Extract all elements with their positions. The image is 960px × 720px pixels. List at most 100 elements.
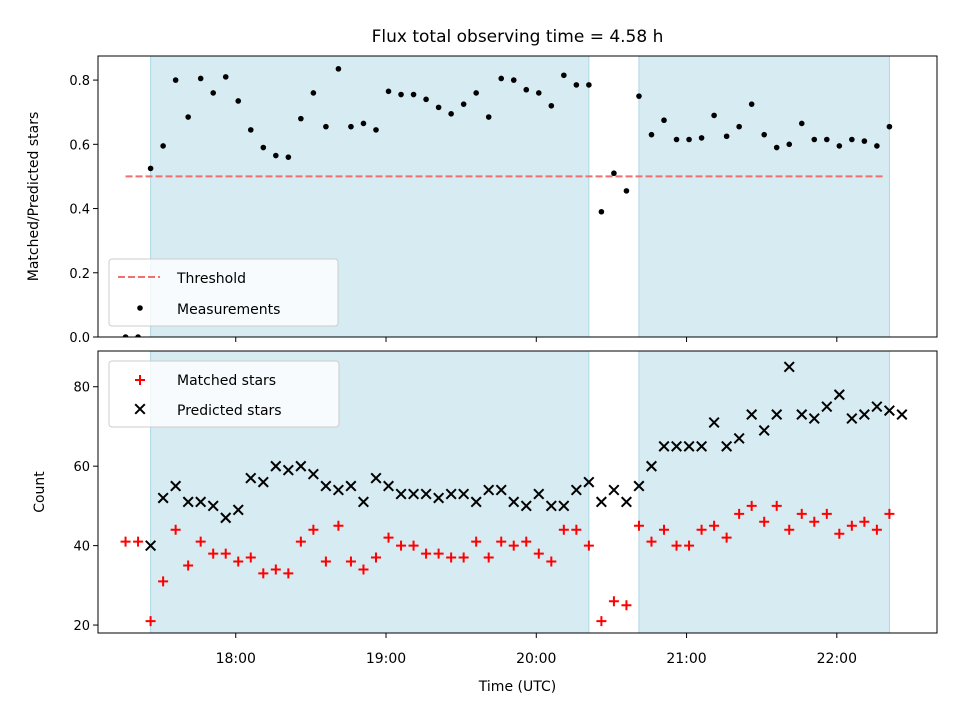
- matched-star-point: [320, 556, 331, 567]
- matched-star-point: [270, 564, 281, 575]
- predicted-star-point: [595, 496, 607, 508]
- matched-star-point: [133, 536, 144, 547]
- predicted-star-point: [833, 389, 845, 401]
- predicted-star-point: [508, 496, 520, 508]
- predicted-star-point: [645, 460, 657, 472]
- legend-top-box: [108, 258, 339, 327]
- measurement-point: [548, 102, 555, 109]
- measurement-point: [247, 127, 254, 133]
- matched-star-point: [608, 596, 619, 607]
- matched-star-point: [809, 516, 820, 527]
- bottom-ytick-label: 60: [73, 460, 90, 475]
- chart-title: Flux total observing time = 4.58 h: [372, 27, 664, 47]
- predicted-star-point: [332, 484, 344, 496]
- predicted-star-point: [583, 476, 595, 488]
- predicted-star-point: [182, 496, 194, 508]
- predicted-star-point: [270, 460, 282, 472]
- predicted-star-point: [658, 440, 670, 452]
- predicted-star-point: [483, 484, 495, 496]
- predicted-star-point: [370, 472, 382, 484]
- predicted-star-point: [257, 476, 269, 488]
- predicted-star-point: [458, 488, 470, 500]
- predicted-star-point: [558, 500, 570, 512]
- measurement-point: [586, 82, 592, 88]
- observing-window-2-2: [638, 350, 890, 634]
- matched-star-point: [421, 548, 432, 559]
- measurement-point: [423, 96, 429, 103]
- bottom-xtick-label: 20:00: [516, 651, 556, 667]
- measurement-point: [210, 90, 217, 96]
- top-ytick-label: 0.0: [69, 331, 90, 346]
- measurement-point: [498, 75, 505, 82]
- predicted-star-point: [746, 409, 758, 421]
- measurement-point: [836, 143, 843, 149]
- measurement-point: [874, 143, 880, 149]
- matched-star-point: [646, 536, 657, 547]
- predicted-star-point: [620, 496, 632, 508]
- legend-predicted-label: Predicted stars: [177, 403, 282, 419]
- predicted-star-point: [145, 540, 157, 552]
- measurement-point: [748, 101, 755, 107]
- predicted-star-point: [207, 500, 219, 512]
- measurement-point: [460, 101, 467, 107]
- bottom-xtick-label: 19:00: [366, 651, 406, 667]
- measurement-point: [260, 144, 267, 151]
- matched-star-point: [220, 548, 231, 559]
- predicted-star-point: [821, 401, 833, 413]
- matched-star-point: [170, 524, 181, 535]
- predicted-star-point: [282, 464, 294, 476]
- legend-matched-swatch: [135, 375, 145, 385]
- matched-star-point: [145, 616, 156, 627]
- measurements-series: [122, 66, 893, 337]
- predicted-star-point: [871, 401, 883, 413]
- predicted-star-point: [708, 416, 720, 429]
- measurement-point: [535, 90, 542, 96]
- bottom-ylabel: Count: [32, 471, 48, 513]
- bottom-ytick-label: 40: [73, 540, 90, 555]
- matched-star-point: [709, 520, 720, 531]
- measurement-point: [473, 90, 479, 96]
- matched-star-point: [408, 540, 419, 551]
- predicted-star-point: [896, 409, 908, 421]
- predicted-star-point: [420, 488, 432, 500]
- matched-star-point: [696, 524, 707, 535]
- matched-star-point: [345, 556, 356, 567]
- predicted-star-point: [796, 409, 808, 421]
- measurement-point: [160, 143, 166, 149]
- predicted-star-point: [220, 512, 232, 524]
- measurement-point: [122, 334, 129, 337]
- bottom-xlabel: Time (UTC): [478, 679, 556, 695]
- measurement-point: [573, 82, 580, 88]
- matched-star-point: [821, 508, 832, 519]
- matched-star-point: [759, 516, 770, 527]
- matched-star-point: [784, 524, 795, 535]
- matched-star-point: [571, 524, 582, 535]
- predicted-star-point: [295, 460, 307, 472]
- matched-star-point: [871, 524, 882, 535]
- measurement-point: [786, 141, 793, 148]
- measurement-point: [849, 136, 855, 143]
- matched-star-point: [471, 536, 482, 547]
- predicted-star-point: [808, 413, 820, 425]
- measurement-point: [636, 93, 642, 99]
- matched-star-point: [358, 564, 369, 575]
- matched-star-point: [734, 508, 745, 519]
- measurement-point: [285, 154, 292, 160]
- predicted-star-point: [696, 440, 708, 452]
- matched-star-point: [120, 536, 131, 547]
- measurement-point: [723, 133, 730, 140]
- predicted-star-point: [783, 361, 795, 373]
- axes-frame-2: [97, 350, 938, 634]
- measurement-point: [485, 114, 492, 120]
- measurement-point: [824, 136, 830, 143]
- predicted-star-point: [608, 484, 620, 496]
- measurement-point: [886, 123, 893, 130]
- matched-star-point: [533, 548, 544, 559]
- predicted-star-point: [533, 488, 545, 500]
- predicted-star-point: [771, 409, 783, 421]
- matched-star-point: [721, 532, 732, 543]
- measurement-point: [661, 117, 667, 124]
- matched-star-point: [283, 568, 294, 579]
- measurement-point: [398, 91, 404, 98]
